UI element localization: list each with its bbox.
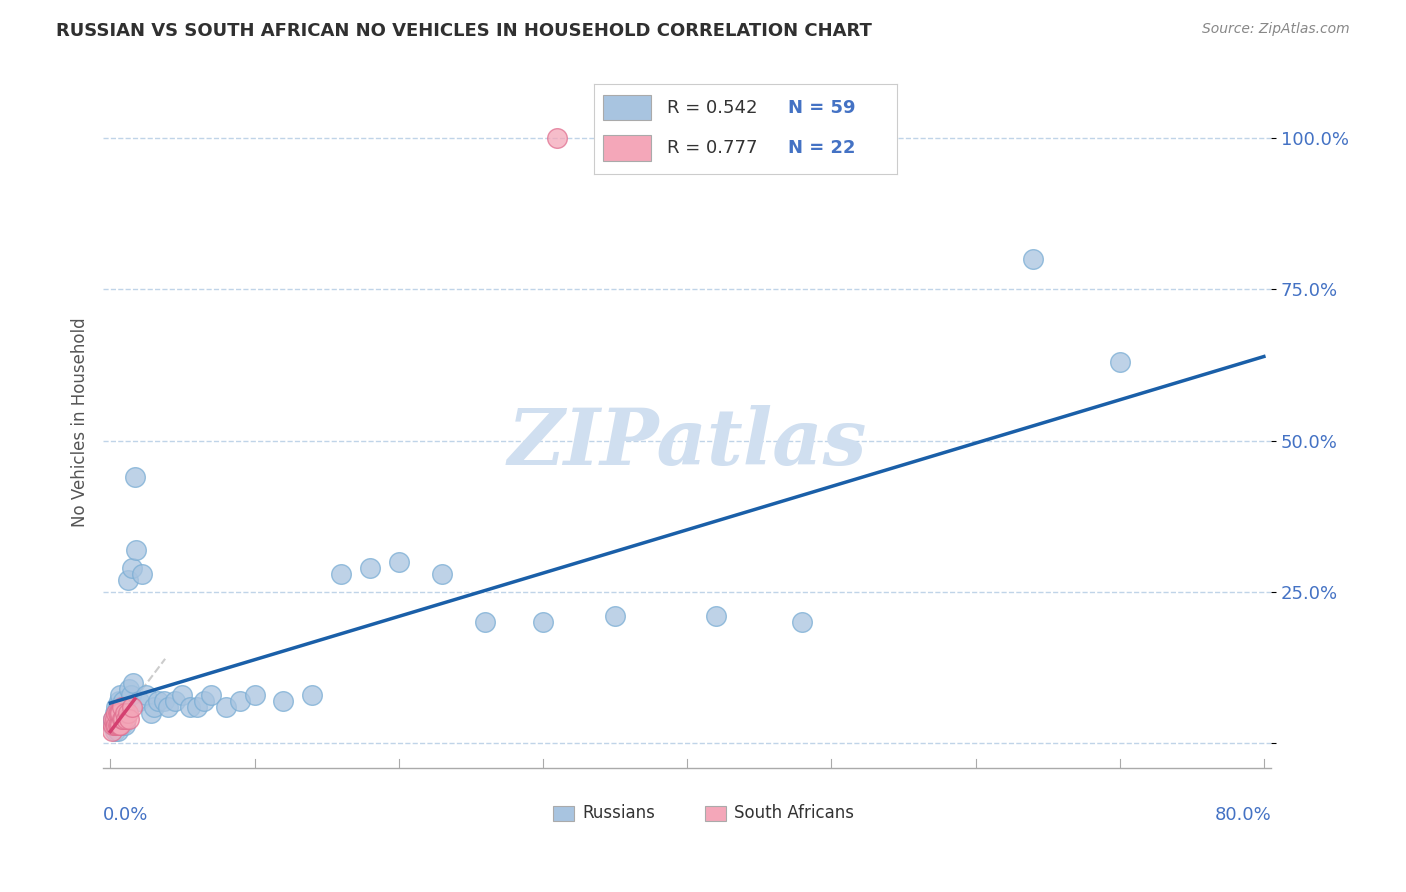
Point [120, 688, 142, 702]
Text: ZIPatlas: ZIPatlas [508, 405, 868, 482]
Point [474, 615, 496, 630]
Point [118, 681, 141, 696]
Point [118, 712, 141, 726]
Point [152, 694, 174, 708]
Point [603, 609, 626, 624]
Point [110, 718, 132, 732]
Point [101, 718, 124, 732]
Point [1108, 355, 1130, 369]
Point [105, 700, 128, 714]
Point [104, 712, 127, 726]
Point [107, 724, 129, 739]
Point [330, 566, 353, 581]
Point [111, 718, 134, 732]
Point [121, 561, 143, 575]
FancyBboxPatch shape [704, 805, 725, 821]
Point [546, 131, 568, 145]
Point [139, 706, 162, 721]
Point [104, 718, 127, 732]
Point [215, 700, 238, 714]
Point [105, 718, 128, 732]
Point [172, 688, 194, 702]
Point [103, 718, 125, 732]
Text: 0.0%: 0.0% [103, 805, 149, 823]
Point [131, 566, 153, 581]
Point [125, 542, 148, 557]
Point [111, 700, 134, 714]
Point [142, 700, 165, 714]
Point [122, 676, 145, 690]
Point [165, 694, 187, 708]
Point [104, 706, 127, 721]
Text: South Africans: South Africans [734, 805, 853, 822]
Point [108, 706, 131, 721]
Point [114, 706, 136, 721]
Point [110, 706, 132, 721]
Y-axis label: No Vehicles in Household: No Vehicles in Household [72, 318, 89, 527]
Point [301, 688, 323, 702]
Point [108, 706, 131, 721]
Point [430, 566, 453, 581]
Point [108, 718, 131, 732]
Point [111, 700, 134, 714]
Point [110, 688, 132, 702]
Point [115, 712, 138, 726]
Point [107, 700, 129, 714]
Point [105, 718, 128, 732]
Point [704, 609, 727, 624]
Point [103, 712, 125, 726]
Point [110, 706, 132, 721]
Text: RUSSIAN VS SOUTH AFRICAN NO VEHICLES IN HOUSEHOLD CORRELATION CHART: RUSSIAN VS SOUTH AFRICAN NO VEHICLES IN … [56, 22, 872, 40]
Point [124, 470, 146, 484]
Point [156, 700, 179, 714]
Text: 80.0%: 80.0% [1215, 805, 1271, 823]
Point [111, 712, 134, 726]
FancyBboxPatch shape [553, 805, 574, 821]
Point [105, 706, 128, 721]
Point [101, 724, 124, 739]
Point [114, 718, 136, 732]
Text: Russians: Russians [582, 805, 655, 822]
Point [128, 694, 150, 708]
Point [107, 712, 129, 726]
Point [112, 712, 135, 726]
Point [117, 573, 139, 587]
Point [193, 694, 215, 708]
Point [117, 706, 139, 721]
Point [115, 706, 138, 721]
Point [273, 694, 295, 708]
Text: Source: ZipAtlas.com: Source: ZipAtlas.com [1202, 22, 1350, 37]
Point [108, 718, 131, 732]
Point [121, 700, 143, 714]
Point [792, 615, 814, 630]
Point [103, 712, 125, 726]
Point [112, 694, 135, 708]
Point [359, 561, 381, 575]
Point [108, 694, 131, 708]
Point [107, 718, 129, 732]
Point [186, 700, 208, 714]
Point [243, 688, 266, 702]
Point [135, 688, 157, 702]
Point [531, 615, 554, 630]
Point [200, 688, 222, 702]
Point [179, 700, 201, 714]
Point [107, 706, 129, 721]
Point [104, 724, 127, 739]
Point [112, 712, 135, 726]
Point [1022, 252, 1045, 266]
Point [146, 694, 169, 708]
Point [114, 700, 136, 714]
Point [229, 694, 252, 708]
Point [110, 718, 132, 732]
Point [388, 555, 411, 569]
